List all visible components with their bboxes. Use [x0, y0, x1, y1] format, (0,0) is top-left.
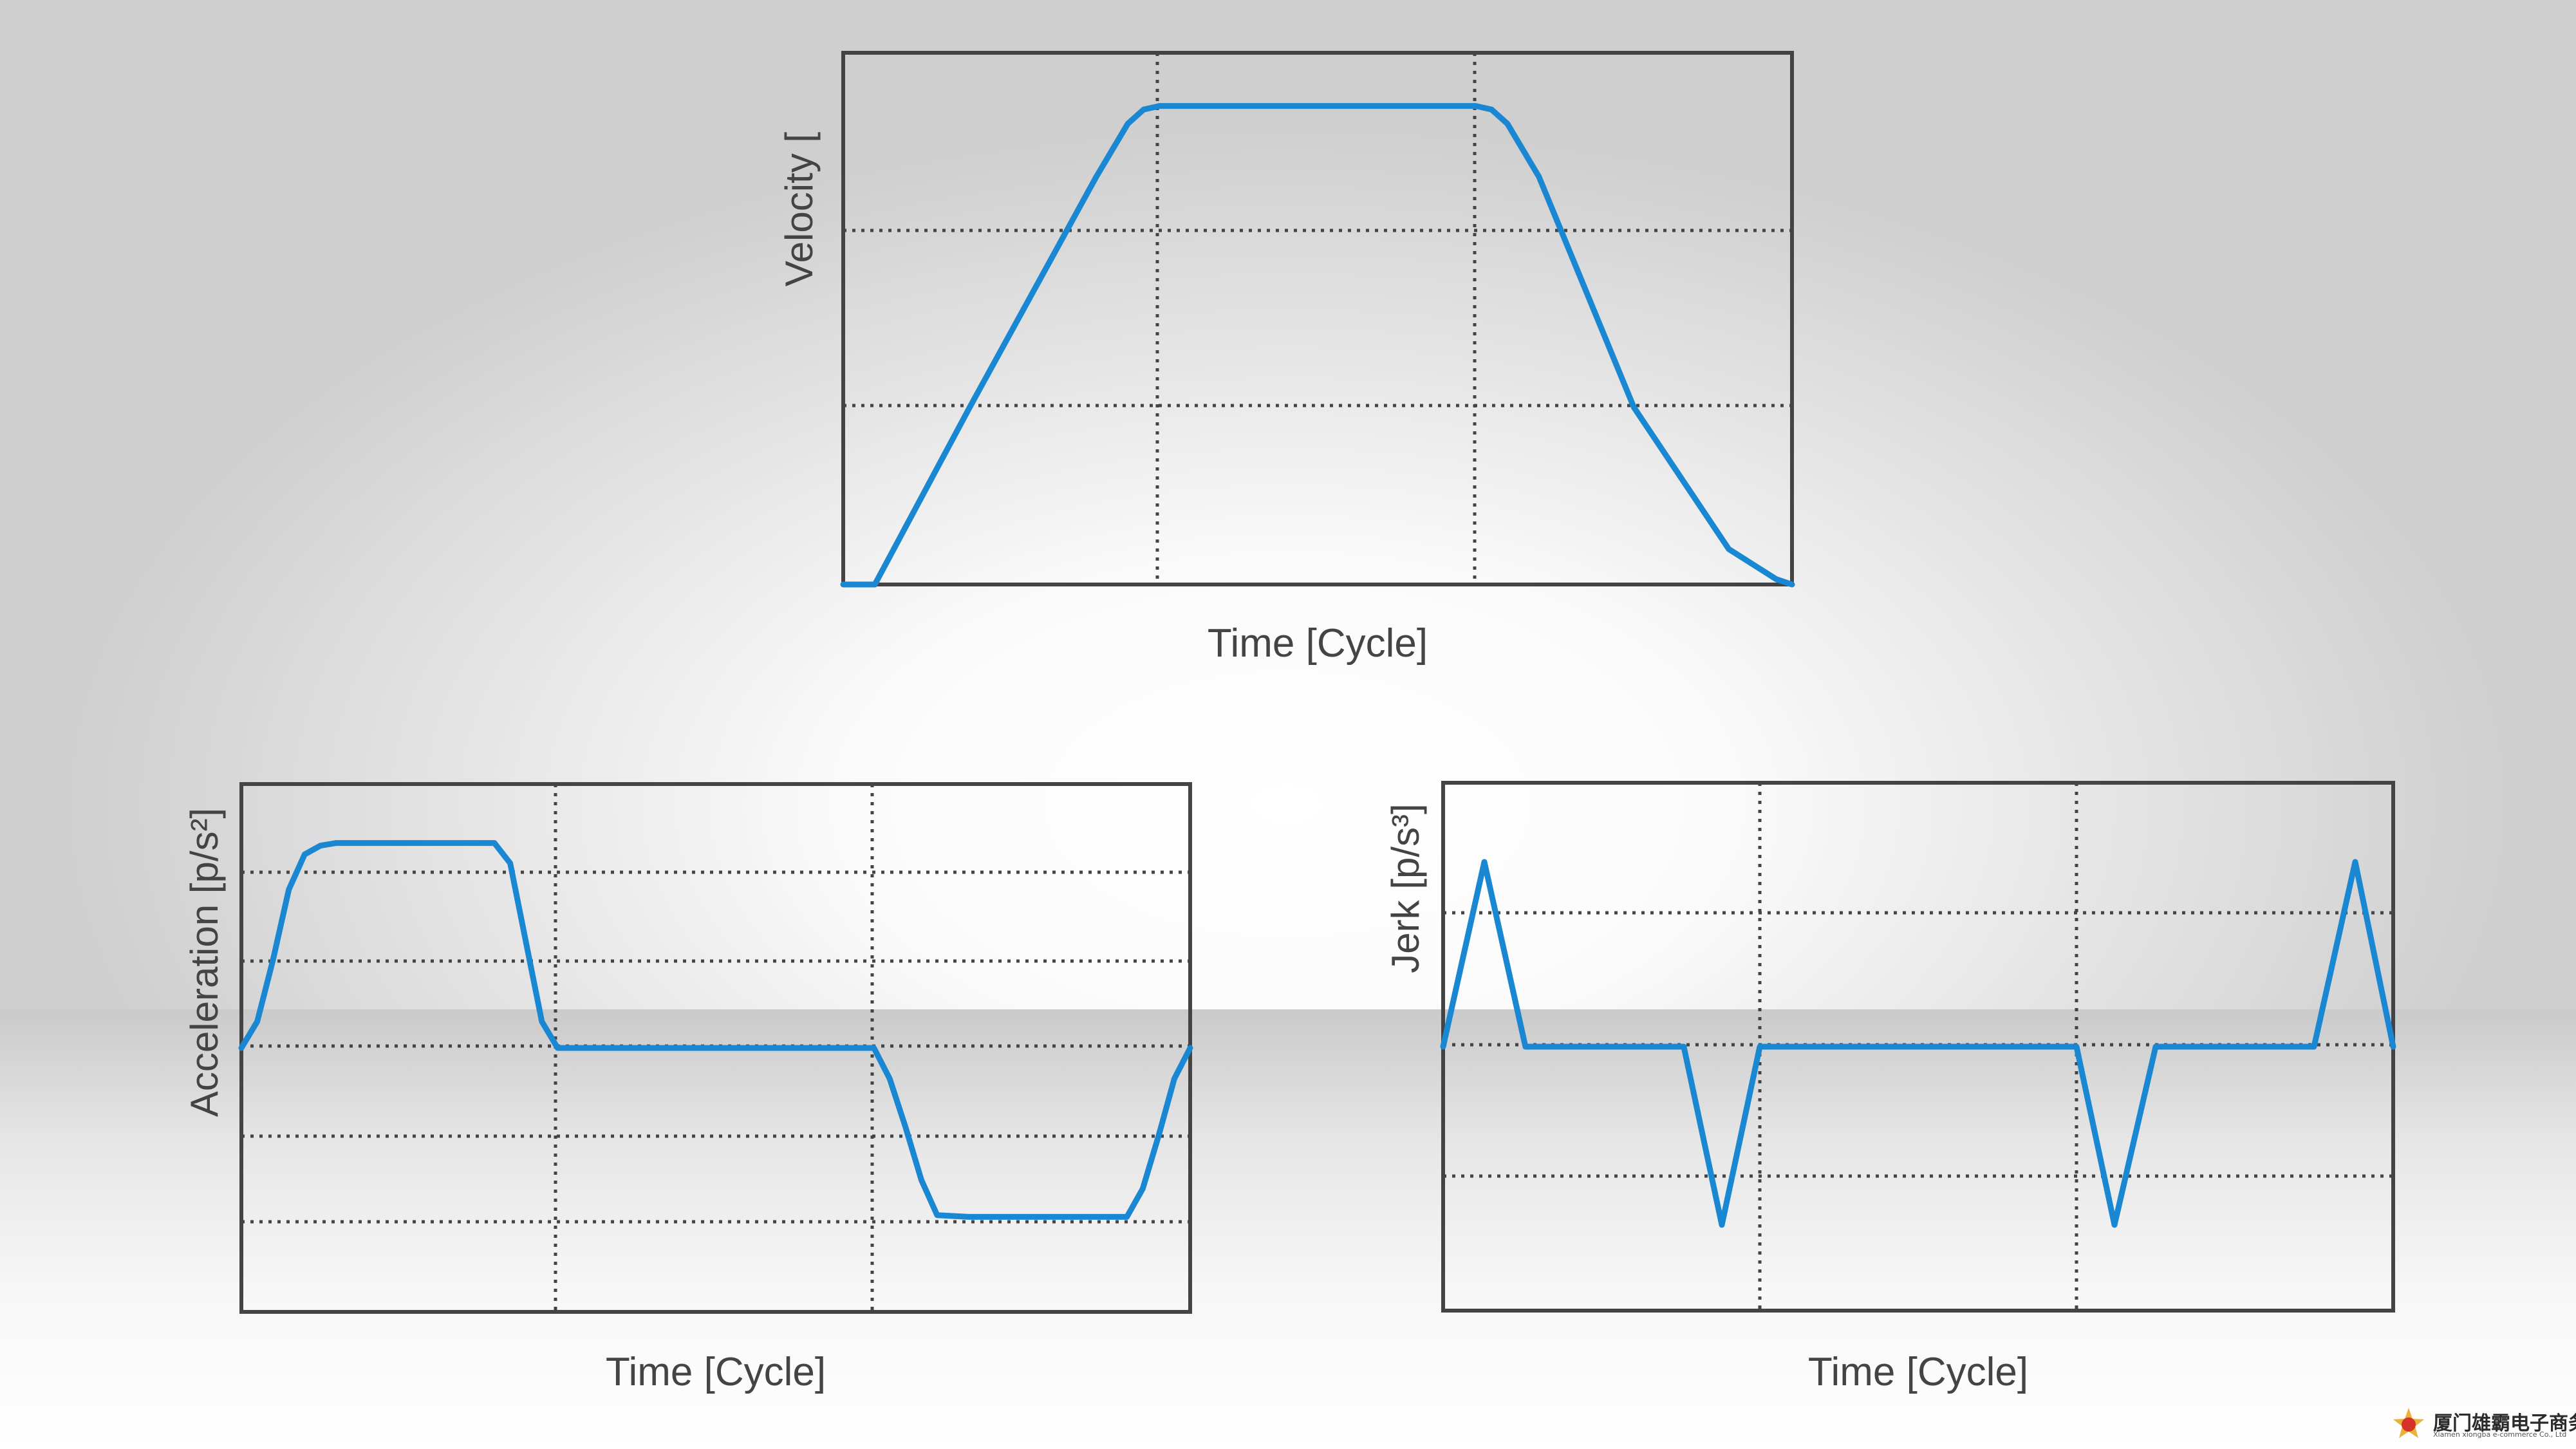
velocity-chart-grid — [843, 53, 1792, 584]
velocity-chart-frame — [841, 51, 1794, 586]
jerk-chart: Jerk [p/s³] Time [Cycle] — [1384, 781, 2396, 1394]
acceleration-y-axis-label: Acceleration [p/s²] — [183, 808, 226, 1117]
jerk-y-axis-label: Jerk [p/s³] — [1384, 803, 1427, 973]
jerk-series-line — [1440, 859, 2396, 1228]
velocity-chart: Velocity [ Time [Cycle] — [778, 51, 1795, 666]
velocity-x-axis-label: Time [Cycle] — [1208, 621, 1428, 666]
acceleration-series-line — [238, 840, 1193, 1220]
jerk-x-axis-label: Time [Cycle] — [1808, 1350, 2028, 1394]
watermark-main-text: 厦门雄霸电子商务 — [2433, 1412, 2576, 1435]
acceleration-chart: Acceleration [p/s²] Time [Cycle] — [183, 782, 1193, 1394]
velocity-series-line — [840, 103, 1795, 588]
watermark-sub-text: Xiamen xiongba e-commerce Co., Ltd — [2433, 1430, 2567, 1439]
watermark-logo-icon — [2393, 1408, 2424, 1438]
acceleration-x-axis-label: Time [Cycle] — [606, 1350, 826, 1394]
watermark: 厦门雄霸电子商务 Xiamen xiongba e-commerce Co., … — [2382, 1403, 2576, 1448]
velocity-y-axis-label: Velocity [ — [778, 132, 821, 286]
